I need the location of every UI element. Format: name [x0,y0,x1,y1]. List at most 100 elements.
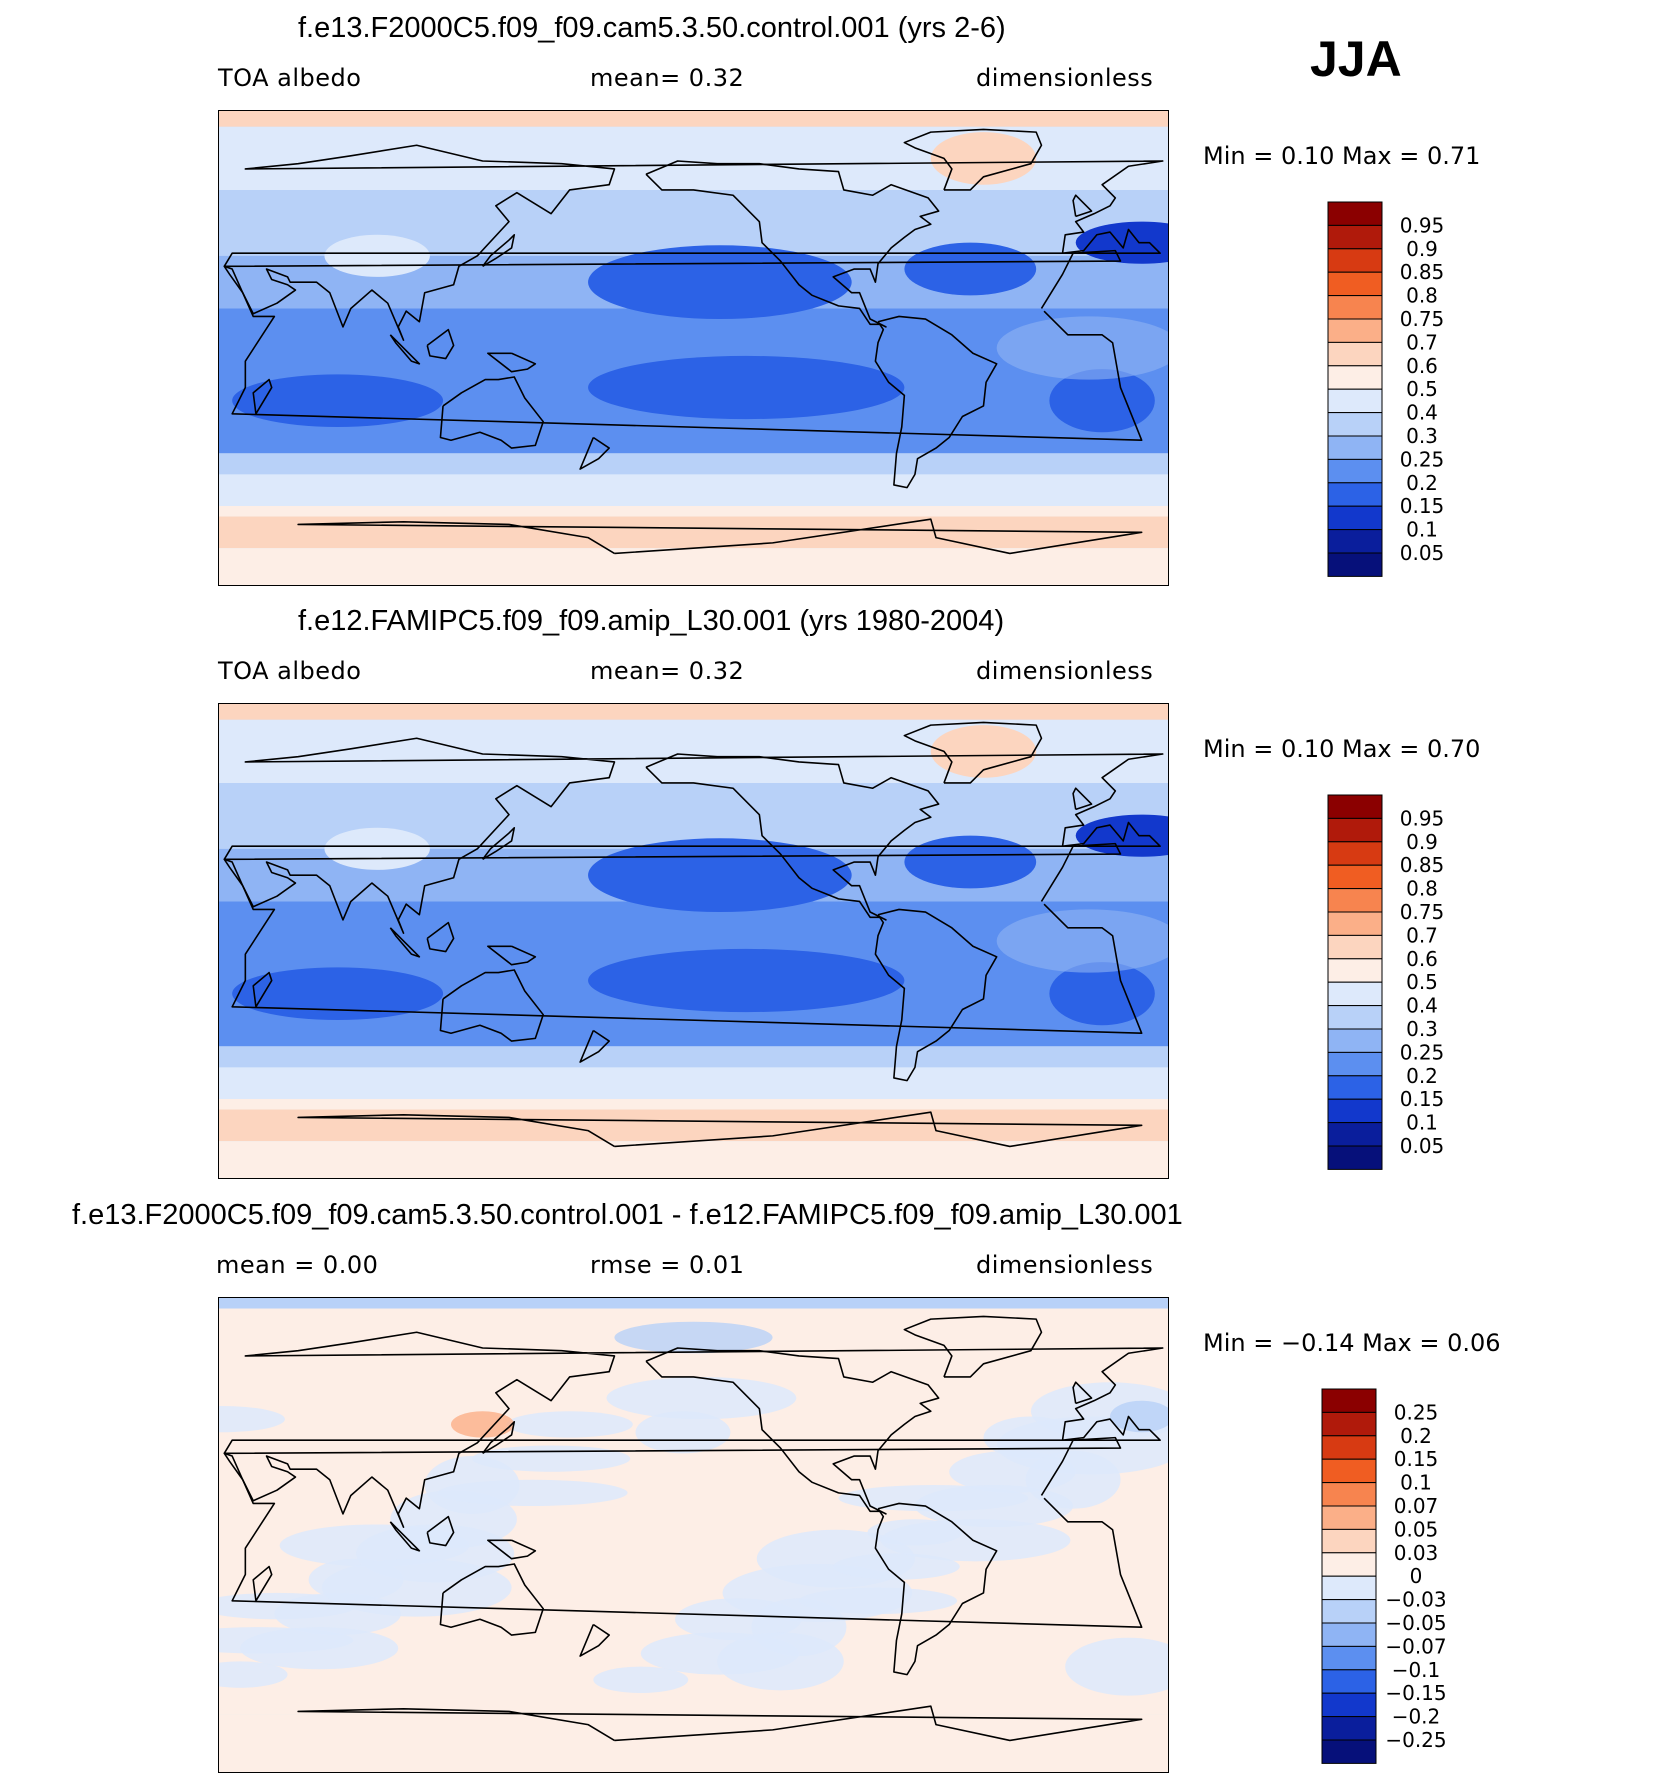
coastline [223,737,1164,934]
coastline [645,160,940,328]
panel-2-variable-label: TOA albedo [218,657,362,685]
coastline [297,1705,1143,1742]
colorbar-tick-label: 0.25 [1400,447,1445,471]
colorbar-tick-label: 0.07 [1394,1494,1439,1518]
colorbar-tick-label: 0.8 [1406,284,1438,308]
coastline [252,971,273,1008]
colorbar-swatch [1327,529,1383,554]
colorbar-tick-label: 0.9 [1406,237,1438,261]
panel-1-mean-label: mean= 0.32 [590,64,745,92]
colorbar-swatch [1327,1051,1383,1077]
colorbar-swatch [1327,1005,1383,1030]
coastline [645,1347,940,1515]
colorbar-swatch [1327,388,1383,414]
panel-1-variable-label: TOA albedo [218,64,362,92]
colorbar-tick-label: 0.1 [1406,518,1438,542]
colorbar-tick-label: 0.95 [1400,213,1445,237]
panel-1-title: f.e13.F2000C5.f09_f09.cam5.3.50.control.… [298,12,1006,44]
panel-2-title: f.e12.FAMIPC5.f09_f09.amip_L30.001 (yrs … [298,605,1005,637]
colorbar-tick-label: 0.2 [1406,1064,1438,1088]
coastline [252,1565,273,1602]
colorbar-swatch [1327,817,1383,843]
colorbar-swatch [1327,482,1383,507]
colorbar-tick-label: 0.15 [1400,494,1445,518]
colorbar-swatch [1327,341,1383,367]
colorbar-tick-label: 0.8 [1406,877,1438,901]
colorbar-swatch [1327,295,1383,320]
panel-1-colorbar: 0.95 0.9 0.85 0.8 0.75 0.7 0.6 0.5 0.4 0.3 0.25 0.2… [1327,201,1528,578]
colorbar-tick-label: 0.1 [1400,1471,1432,1495]
coastline [223,842,1143,1035]
panel-3-units-label: dimensionless [976,1251,1154,1279]
colorbar-swatch [1327,271,1383,297]
colorbar-tick-label: 0.9 [1406,830,1438,854]
panel-1-units-label: dimensionless [976,64,1154,92]
colorbar-swatch [1327,864,1383,890]
colorbar-swatch [1327,318,1383,343]
colorbar-tick-label: −0.05 [1385,1611,1446,1635]
colorbar-swatch [1327,958,1383,983]
colorbar-tick-label: 0.85 [1400,260,1445,284]
colorbar-tick-label: 0.15 [1394,1447,1439,1471]
colorbar-tick-label: 0.25 [1394,1400,1439,1424]
coastline [482,233,516,268]
panel-3-rmse-label: rmse = 0.01 [590,1251,745,1279]
coastline [426,1515,455,1547]
colorbar-tick-label: −0.15 [1385,1681,1446,1705]
coastline [297,518,1143,555]
coastline [439,376,545,449]
panel-3-mean-label: mean = 0.00 [216,1251,379,1279]
coastline [389,1521,421,1552]
colorbar-tick-label: −0.25 [1385,1728,1446,1752]
coastline [1072,1381,1093,1405]
coastline [223,1436,1143,1629]
colorbar-tick-label: 0 [1410,1564,1423,1588]
colorbar-tick-label: 0.2 [1400,1424,1432,1448]
colorbar-tick-label: 0.75 [1400,900,1445,924]
colorbar-swatch [1327,981,1383,1007]
colorbar-tick-label: 0.03 [1394,1541,1439,1565]
colorbar-swatch [1321,1528,1377,1554]
season-label: JJA [1310,31,1402,87]
colorbar-swatch [1321,1739,1377,1764]
colorbar-swatch [1327,1122,1383,1147]
colorbar-tick-label: −0.2 [1392,1705,1441,1729]
coastline [482,826,516,861]
panel-2-colorbar: 0.95 0.9 0.85 0.8 0.75 0.7 0.6 0.5 0.4 0.3 0.25 0.2… [1327,794,1528,1171]
colorbar-tick-label: 0.7 [1406,923,1438,947]
colorbar-tick-label: 0.85 [1400,853,1445,877]
colorbar-swatch [1327,1145,1383,1170]
colorbar-tick-label: 0.05 [1400,541,1445,565]
coastline [426,328,455,360]
panel-3-min-max: Min = −0.14 Max = 0.06 [1203,1329,1501,1357]
coastline [874,315,998,489]
colorbar-swatch [1327,552,1383,577]
colorbar-swatch [1321,1435,1377,1460]
colorbar-swatch [1321,1458,1377,1484]
colorbar-tick-label: 0.15 [1400,1087,1445,1111]
colorbar-swatch [1327,201,1383,226]
coastline [482,1420,516,1455]
coastline [223,144,1164,341]
colorbar-swatch [1327,1028,1383,1053]
coastline [903,128,1043,191]
coastline [223,1331,1164,1528]
colorbar-tick-label: 0.95 [1400,806,1445,830]
colorbar-swatch [1327,435,1383,460]
colorbar-tick-label: 0.6 [1406,354,1438,378]
colorbar-tick-label: 0.4 [1406,401,1438,425]
colorbar-tick-label: 0.7 [1406,330,1438,354]
colorbar-tick-label: 0.4 [1406,994,1438,1018]
colorbar-swatch [1321,1411,1377,1437]
coastline [439,1563,545,1636]
colorbar-tick-label: 0.25 [1400,1040,1445,1064]
colorbar-tick-label: 0.3 [1406,1017,1438,1041]
coastline [645,753,940,921]
colorbar-swatch [1327,911,1383,936]
panel-1-map [218,110,1169,586]
colorbar-swatch [1327,458,1383,484]
colorbar-swatch [1321,1645,1377,1671]
colorbar-swatch [1321,1622,1377,1647]
colorbar-swatch [1327,1075,1383,1100]
colorbar-swatch [1327,841,1383,866]
